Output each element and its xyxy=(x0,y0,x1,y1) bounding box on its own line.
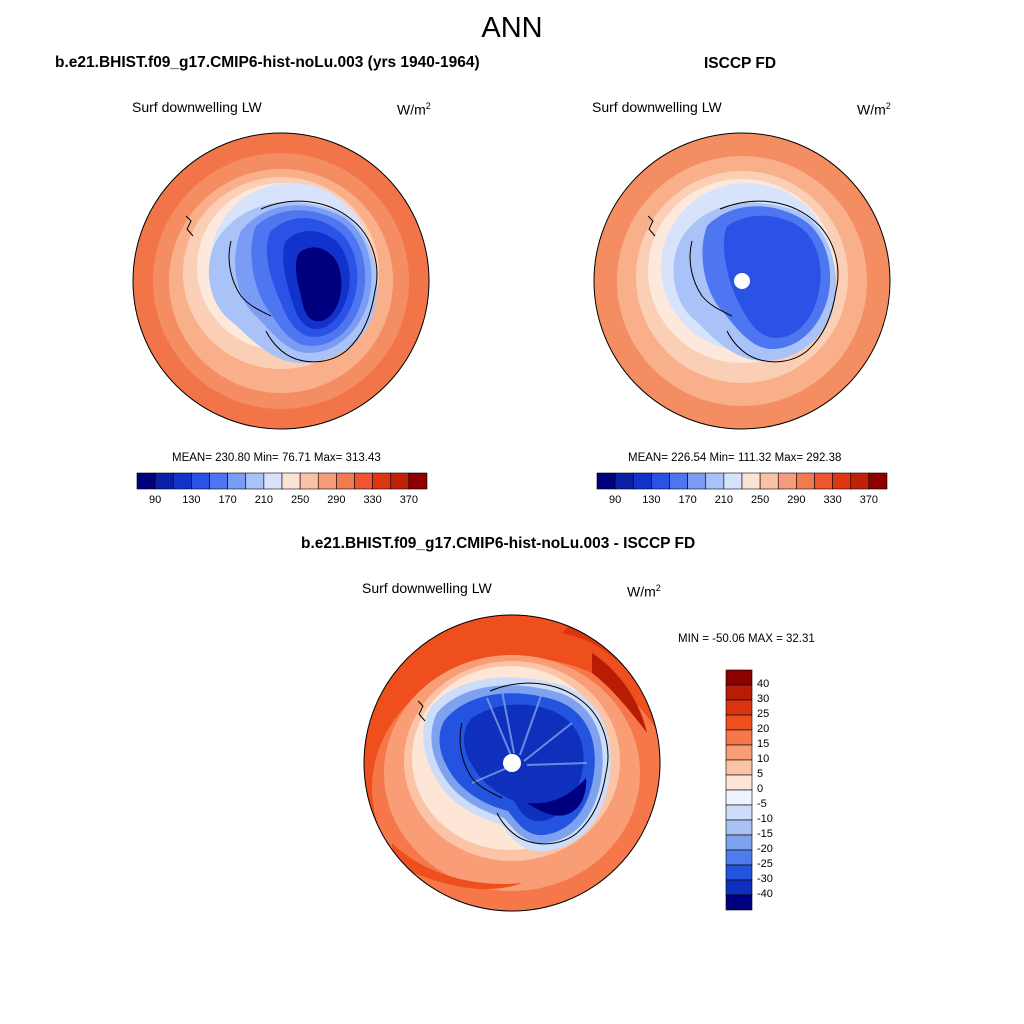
colorbar-tick-label: -20 xyxy=(757,843,773,855)
colorbar-swatch xyxy=(614,472,634,490)
colorbar-tick-label: 170 xyxy=(218,494,237,506)
colorbar-tick-label: 290 xyxy=(327,494,346,506)
colorbar-tick-label: 40 xyxy=(757,678,770,690)
colorbar-swatch xyxy=(725,759,753,776)
diff-panel-title: b.e21.BHIST.f09_g17.CMIP6-hist-noLu.003 … xyxy=(301,535,696,552)
colorbar-tick-label: 290 xyxy=(787,494,806,506)
colorbar-tick-label: -5 xyxy=(757,798,767,810)
colorbar-tick-label: 90 xyxy=(609,494,622,506)
colorbar-swatch xyxy=(209,472,228,490)
colorbar-tick-label: 370 xyxy=(859,494,879,506)
colorbar-swatch xyxy=(725,774,753,791)
obs-colorbar xyxy=(596,472,888,490)
colorbar-tick-label: -10 xyxy=(757,813,773,825)
obs-stats: MEAN= 226.54 Min= 111.32 Max= 292.38 xyxy=(628,452,842,464)
colorbar-swatch xyxy=(687,472,707,490)
model-units: W/m2 xyxy=(397,101,431,118)
obs-panel-title: ISCCP FD xyxy=(704,55,777,72)
colorbar-swatch xyxy=(299,472,319,490)
colorbar-swatch xyxy=(336,472,355,490)
colorbar-tick-label: 130 xyxy=(642,494,661,506)
colorbar-tick-label: -15 xyxy=(757,828,773,840)
colorbar-swatch xyxy=(725,879,753,896)
colorbar-tick-label: -25 xyxy=(757,858,773,870)
colorbar-swatch xyxy=(868,472,888,490)
colorbar-swatch xyxy=(725,669,753,686)
colorbar-tick-label: 130 xyxy=(182,494,201,506)
colorbar-swatch xyxy=(725,849,753,866)
colorbar-swatch xyxy=(796,472,815,490)
colorbar-tick-label: 90 xyxy=(149,494,162,506)
colorbar-tick-label: -30 xyxy=(757,873,773,885)
colorbar-swatch xyxy=(136,472,156,490)
colorbar-tick-label: 330 xyxy=(363,494,382,506)
colorbar-tick-label: 250 xyxy=(750,494,770,506)
colorbar-swatch xyxy=(669,472,688,490)
colorbar-swatch xyxy=(227,472,247,490)
colorbar-swatch xyxy=(245,472,265,490)
model-variable-label: Surf downwelling LW xyxy=(132,99,262,115)
colorbar-tick-label: 10 xyxy=(757,753,770,765)
colorbar-swatch xyxy=(172,472,192,490)
colorbar-swatch xyxy=(832,472,852,490)
colorbar-swatch xyxy=(725,684,753,701)
colorbar-swatch xyxy=(725,744,753,761)
obs-units: W/m2 xyxy=(857,101,891,118)
colorbar-tick-label: 25 xyxy=(757,708,770,720)
diff-variable-label: Surf downwelling LW xyxy=(362,580,492,596)
obs-polar-map xyxy=(593,132,891,430)
colorbar-swatch xyxy=(725,864,753,881)
colorbar-tick-label: 210 xyxy=(714,494,734,506)
colorbar-swatch xyxy=(408,472,428,490)
colorbar-tick-label: -40 xyxy=(757,888,773,900)
colorbar-tick-label: 30 xyxy=(757,693,770,705)
colorbar-swatch xyxy=(759,472,779,490)
colorbar-swatch xyxy=(705,472,725,490)
colorbar-swatch xyxy=(372,472,392,490)
colorbar-swatch xyxy=(725,789,753,806)
colorbar-swatch xyxy=(354,472,373,490)
main-title: ANN xyxy=(481,12,543,44)
colorbar-swatch xyxy=(651,472,670,490)
colorbar-tick-label: 330 xyxy=(823,494,842,506)
model-colorbar xyxy=(136,472,428,490)
model-stats: MEAN= 230.80 Min= 76.71 Max= 313.43 xyxy=(172,452,381,464)
colorbar-swatch xyxy=(725,819,753,836)
colorbar-swatch xyxy=(725,699,753,716)
colorbar-swatch xyxy=(814,472,833,490)
colorbar-swatch xyxy=(596,472,616,490)
colorbar-swatch xyxy=(154,472,174,490)
colorbar-swatch xyxy=(777,472,797,490)
colorbar-swatch xyxy=(725,729,753,746)
colorbar-swatch xyxy=(390,472,410,490)
model-polar-map xyxy=(132,132,430,430)
colorbar-swatch xyxy=(725,714,753,731)
colorbar-tick-label: 20 xyxy=(757,723,770,735)
colorbar-tick-label: 210 xyxy=(254,494,274,506)
colorbar-tick-label: 15 xyxy=(757,738,770,750)
colorbar-swatch xyxy=(725,894,753,911)
diff-polar-map xyxy=(363,614,661,912)
colorbar-swatch xyxy=(632,472,652,490)
colorbar-swatch xyxy=(191,472,210,490)
colorbar-tick-label: 370 xyxy=(399,494,419,506)
colorbar-tick-label: 250 xyxy=(290,494,310,506)
diff-stats: MIN = -50.06 MAX = 32.31 xyxy=(678,633,815,645)
model-panel-title: b.e21.BHIST.f09_g17.CMIP6-hist-noLu.003 … xyxy=(55,54,480,71)
colorbar-swatch xyxy=(850,472,870,490)
colorbar-swatch xyxy=(741,472,761,490)
diff-units: W/m2 xyxy=(627,583,661,600)
colorbar-swatch xyxy=(263,472,283,490)
colorbar-swatch xyxy=(281,472,301,490)
colorbar-swatch xyxy=(723,472,743,490)
diff-colorbar xyxy=(725,669,753,911)
colorbar-tick-label: 0 xyxy=(757,783,764,795)
colorbar-swatch xyxy=(317,472,337,490)
colorbar-swatch xyxy=(725,804,753,821)
colorbar-tick-label: 5 xyxy=(757,768,764,780)
colorbar-swatch xyxy=(725,834,753,851)
obs-variable-label: Surf downwelling LW xyxy=(592,99,722,115)
colorbar-tick-label: 170 xyxy=(678,494,697,506)
